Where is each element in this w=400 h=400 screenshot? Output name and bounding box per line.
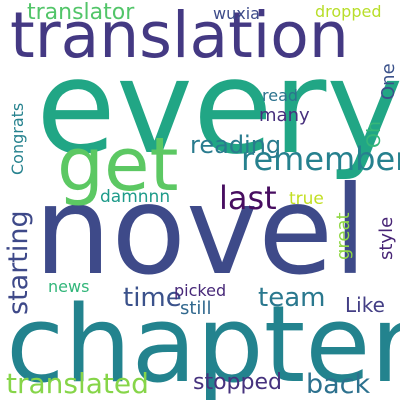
word-read: read <box>262 86 299 105</box>
word-last: last <box>219 179 277 217</box>
word-stopped: stopped <box>193 370 282 395</box>
word-reading: reading <box>190 131 282 159</box>
word-translated: translated <box>6 367 149 400</box>
word-like: Like <box>345 293 385 317</box>
word-style: style <box>376 216 397 260</box>
word-back: back <box>306 369 371 400</box>
word-wuxia: wuxia <box>213 4 260 23</box>
word-congrats: Congrats <box>8 102 27 175</box>
word-team: team <box>258 283 326 313</box>
word-great: great <box>333 212 354 260</box>
word-news: news <box>48 277 90 296</box>
word-picked: picked <box>174 281 227 300</box>
word-every: every <box>36 31 400 183</box>
word-time: time <box>123 283 182 313</box>
word-novel: novel <box>34 160 368 302</box>
word-chapter: chapter <box>6 283 400 400</box>
word-dropped: dropped <box>315 2 382 21</box>
word-remember: remember <box>241 140 400 178</box>
word-starting: starting <box>3 210 34 315</box>
word-many: many <box>259 105 310 126</box>
word-oh: Oh <box>363 121 385 148</box>
word-translation: translation <box>10 0 349 72</box>
word-damnnn: damnnn <box>100 187 171 207</box>
word-true: true <box>289 189 324 209</box>
word-translator: translator <box>27 0 135 25</box>
word-still: still <box>180 298 212 319</box>
word-get: get <box>57 122 179 208</box>
word-one: One <box>378 63 399 100</box>
